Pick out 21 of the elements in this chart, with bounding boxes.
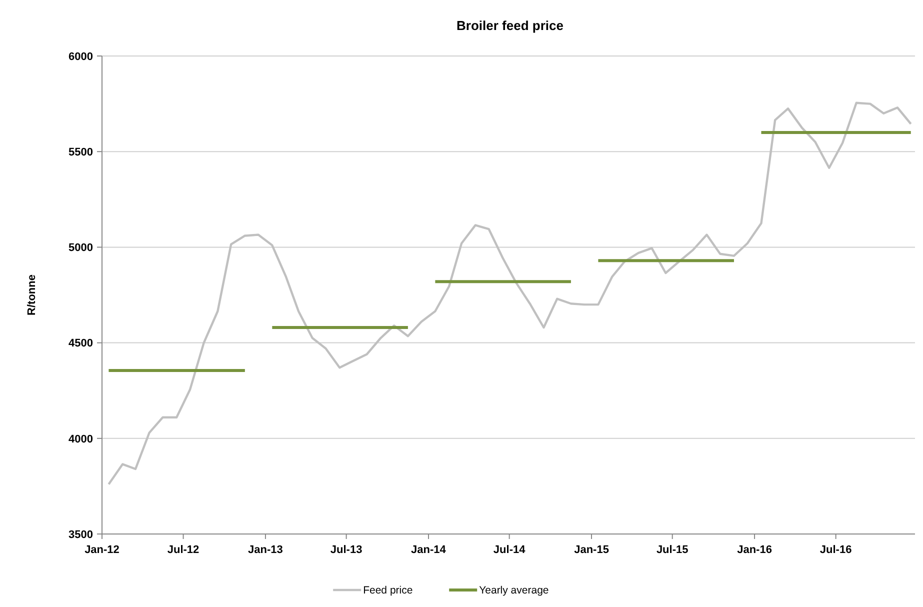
x-tick-label: Jul-13: [330, 544, 362, 556]
y-tick-label: 5500: [68, 146, 93, 158]
y-tick-label: 3500: [68, 528, 93, 541]
x-tick-label: Jul-14: [493, 544, 526, 556]
x-tick-label: Jan-16: [737, 544, 772, 556]
x-tick-label: Jul-15: [656, 544, 688, 556]
legend-label: Feed price: [363, 584, 413, 597]
chart-title: Broiler feed price: [456, 18, 564, 33]
y-tick-label: 6000: [68, 50, 93, 63]
y-tick-label: 4500: [68, 338, 93, 350]
x-tick-label: Jul-16: [820, 544, 852, 556]
y-tick-label: 5000: [68, 242, 93, 254]
y-axis-title: R/tonne: [26, 274, 38, 316]
legend-label: Yearly average: [479, 584, 549, 597]
x-tick-label: Jul-12: [167, 544, 200, 556]
x-tick-label: Jan-13: [248, 544, 283, 556]
x-tick-label: Jan-15: [574, 544, 609, 556]
x-tick-label: Jan-12: [84, 544, 120, 556]
y-tick-label: 4000: [68, 433, 93, 446]
x-tick-label: Jan-14: [411, 544, 447, 556]
line-series: [108, 102, 912, 486]
